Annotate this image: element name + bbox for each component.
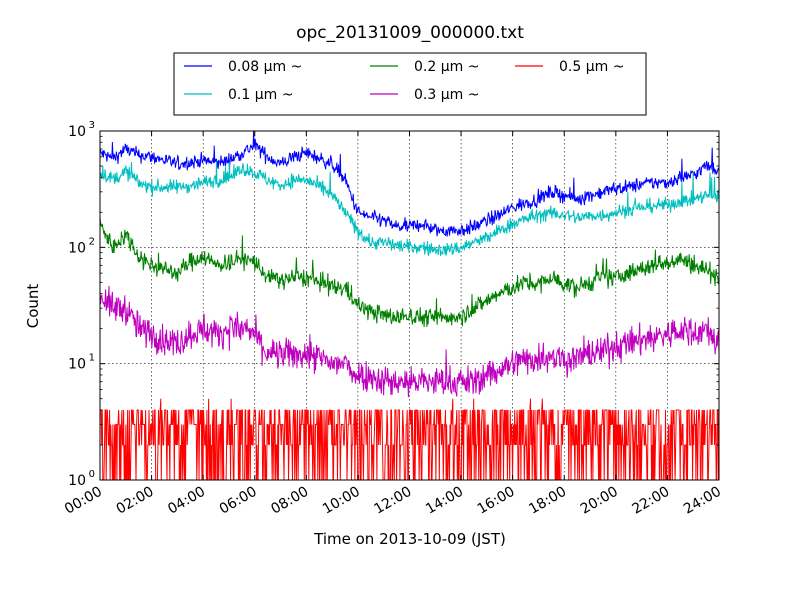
y-tick-label: 10 xyxy=(68,473,86,489)
chart-title: opc_20131009_000000.txt xyxy=(296,23,524,43)
series-line xyxy=(99,161,720,257)
x-tick-label: 18:00 xyxy=(526,484,569,518)
y-tick-label: 10 xyxy=(68,357,86,373)
legend-box xyxy=(173,52,647,116)
y-tick-label: 10 xyxy=(68,124,86,140)
x-axis-label: Time on 2013-10-09 (JST) xyxy=(313,530,506,548)
x-tick-label: 24:00 xyxy=(681,484,724,518)
x-tick-label: 22:00 xyxy=(629,484,672,518)
y-tick-exponent: 2 xyxy=(89,236,95,247)
legend-label: 0.2 μm ~ xyxy=(414,59,479,75)
x-tick-label: 20:00 xyxy=(578,484,621,518)
series-line xyxy=(99,130,720,237)
legend-label: 0.08 μm ~ xyxy=(228,59,302,75)
y-tick-label: 10 xyxy=(68,240,86,256)
series-line xyxy=(100,398,720,481)
x-tick-label: 02:00 xyxy=(114,484,157,518)
y-tick-exponent: 1 xyxy=(89,353,95,364)
series-line xyxy=(99,217,720,328)
x-tick-label: 06:00 xyxy=(217,484,260,518)
series-layer xyxy=(99,130,720,481)
legend-label: 0.5 μm ~ xyxy=(559,59,624,75)
series-line xyxy=(99,285,720,398)
x-tick-label: 08:00 xyxy=(268,484,311,518)
legend-label: 0.1 μm ~ xyxy=(228,87,293,103)
x-tick-label: 04:00 xyxy=(165,484,208,518)
y-tick-exponent: 0 xyxy=(89,469,95,480)
legend: 0.08 μm ~ 0.2 μm ~ 0.5 μm ~ 0.1 μm ~ 0.3 μm … xyxy=(173,52,647,116)
y-tick-exponent: 3 xyxy=(89,120,95,131)
x-tick-label: 12:00 xyxy=(372,484,415,518)
y-axis-label: Count xyxy=(24,284,42,329)
legend-label: 0.3 μm ~ xyxy=(414,87,479,103)
x-tick-label: 16:00 xyxy=(475,484,518,518)
x-tick-label: 14:00 xyxy=(423,484,466,518)
x-tick-label: 10:00 xyxy=(320,484,363,518)
